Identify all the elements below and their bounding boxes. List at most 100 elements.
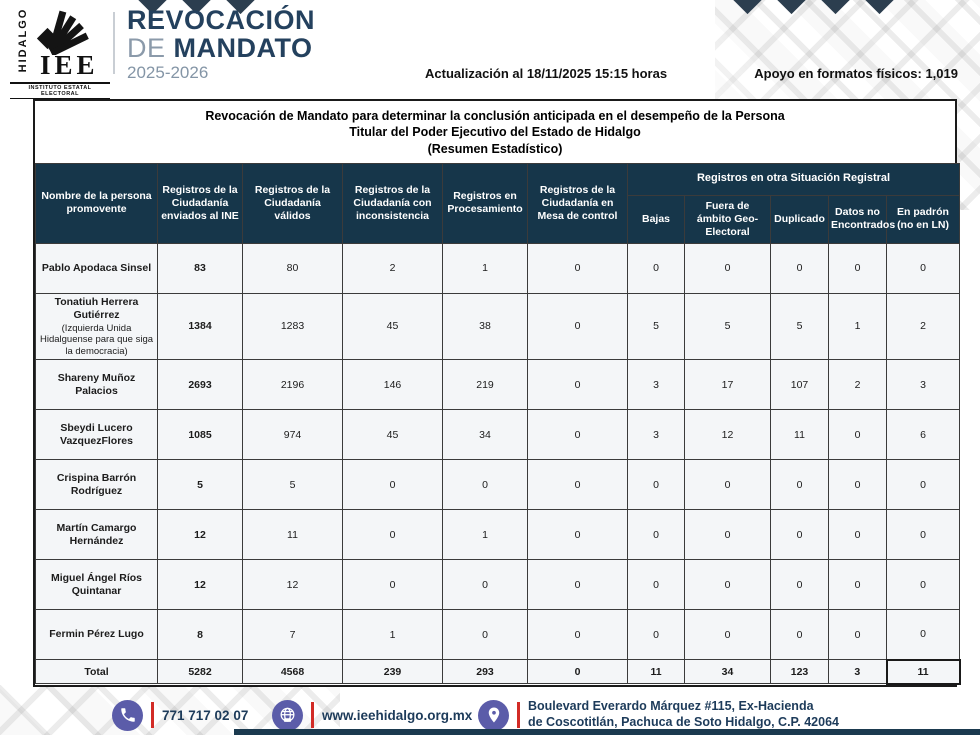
- value-cell: 0: [342, 509, 443, 561]
- promovente-name-cell: Sbeydi Lucero VazquezFlores: [35, 409, 158, 461]
- table-row: Shareny Muñoz Palacios 2693 2196 146 219 0 3 17…: [35, 359, 961, 411]
- value-cell: 12: [242, 559, 343, 611]
- value-cell: 0: [684, 459, 771, 511]
- value-cell: 6: [885, 409, 961, 461]
- value-cell: 0: [828, 459, 887, 511]
- total-value-cell: 239: [342, 659, 443, 685]
- value-cell: 1: [342, 609, 443, 661]
- col-header-datos-no-encontrados: Datos no Encontrados: [828, 194, 895, 244]
- promovente-name: Pablo Apodaca Sinsel: [41, 261, 152, 274]
- value-cell: 0: [627, 559, 685, 611]
- value-cell: 2196: [242, 359, 343, 411]
- total-value-cell: 123: [770, 659, 829, 685]
- value-cell: 0: [527, 292, 628, 361]
- value-cell: 2: [342, 242, 443, 294]
- total-label-cell: Total: [35, 659, 158, 685]
- value-cell: 0: [684, 509, 771, 561]
- value-cell: 45: [342, 409, 443, 461]
- address-line2: de Coscotitlán, Pachuca de Soto Hidalgo,…: [528, 715, 839, 729]
- value-cell: 0: [828, 559, 887, 611]
- promovente-name-cell: Crispina Barrón Rodríguez: [35, 459, 158, 511]
- total-value-cell: 4568: [242, 659, 343, 685]
- col-header-bajas: Bajas: [627, 194, 685, 244]
- phone-icon: [112, 699, 143, 731]
- table-row: Sbeydi Lucero VazquezFlores 1085 974 45 34 0 3…: [35, 409, 961, 461]
- value-cell: 5: [684, 292, 771, 361]
- value-cell: 0: [828, 509, 887, 561]
- promovente-name: Fermin Pérez Lugo: [49, 628, 144, 641]
- address-text: Boulevard Everardo Márquez #115, Ex-Haci…: [528, 699, 839, 730]
- value-cell: 11: [242, 509, 343, 561]
- value-cell: 5: [770, 292, 829, 361]
- value-cell: 0: [770, 559, 829, 611]
- value-cell: 2: [885, 292, 961, 361]
- title-years: 2025-2026: [127, 63, 209, 83]
- table-title-line2: Titular del Poder Ejecutivo del Estado d…: [349, 125, 641, 140]
- value-cell: 0: [828, 242, 887, 294]
- promovente-name: Tonatiuh Herrera Gutiérrez: [54, 295, 139, 321]
- col-header-mesa-control: Registros de la Ciudadanía en Mesa de co…: [527, 162, 628, 244]
- value-cell: 0: [770, 609, 829, 661]
- value-cell: 0: [684, 242, 771, 294]
- promovente-name-cell: Shareny Muñoz Palacios: [35, 359, 158, 411]
- title-mandato: MANDATO: [173, 33, 313, 64]
- value-cell: 1: [442, 509, 528, 561]
- logo-institute-text: INSTITUTO ESTATAL ELECTORAL: [10, 82, 110, 99]
- physical-support-count: Apoyo en formatos físicos: 1,019: [754, 66, 958, 81]
- value-cell: 7: [242, 609, 343, 661]
- value-cell: 146: [342, 359, 443, 411]
- bottom-navy-bar: [234, 729, 980, 735]
- value-cell: 0: [527, 242, 628, 294]
- logo-hidalgo-text: HIDALGO: [17, 7, 29, 73]
- value-cell: 0: [527, 609, 628, 661]
- total-value-cell: 5282: [157, 659, 243, 685]
- value-cell: 5: [627, 292, 685, 361]
- promovente-name: Crispina Barrón Rodríguez: [56, 471, 137, 497]
- statistics-table: Nombre de la persona promovente Registro…: [35, 162, 961, 685]
- value-cell: 0: [627, 609, 685, 661]
- value-cell: 3: [627, 359, 685, 411]
- statistics-table-container: Revocación de Mandato para determinar la…: [33, 99, 961, 687]
- value-cell: 219: [442, 359, 528, 411]
- total-value-cell: 0: [527, 659, 628, 685]
- value-cell: 0: [527, 359, 628, 411]
- value-cell: 0: [442, 559, 528, 611]
- promovente-name-cell: Fermin Pérez Lugo: [35, 609, 158, 661]
- value-cell: 11: [770, 409, 829, 461]
- promovente-name: Miguel Ángel Ríos Quintanar: [50, 571, 142, 597]
- value-cell: 0: [442, 609, 528, 661]
- value-cell: 0: [885, 609, 961, 661]
- footer-website-group: www.ieehidalgo.org.mx: [272, 697, 472, 733]
- value-cell: 12: [684, 409, 771, 461]
- logo-iee-text: IEE: [40, 50, 99, 80]
- title-revocacion: REVOCACIÓN: [127, 5, 316, 35]
- promovente-subtitle: (Izquierda Unida Hidalguense para que si…: [39, 323, 154, 357]
- value-cell: 83: [157, 242, 243, 294]
- value-cell: 34: [442, 409, 528, 461]
- total-value-cell: 11: [885, 658, 961, 685]
- value-cell: 2693: [157, 359, 243, 411]
- value-cell: 8: [157, 609, 243, 661]
- phone-number: 771 717 02 07: [162, 707, 249, 723]
- col-header-en-padron: En padrón (no en LN): [885, 194, 961, 244]
- value-cell: 12: [157, 559, 243, 611]
- table-title-line1: Revocación de Mandato para determinar la…: [205, 109, 785, 123]
- value-cell: 0: [828, 609, 887, 661]
- table-row: Tonatiuh Herrera Gutiérrez (Izquierda Uni…: [35, 292, 961, 361]
- total-value-cell: 293: [442, 659, 528, 685]
- promovente-name-cell: Tonatiuh Herrera Gutiérrez (Izquierda Uni…: [35, 292, 158, 361]
- value-cell: 1384: [157, 292, 243, 361]
- total-value-cell: 3: [828, 659, 887, 685]
- value-cell: 80: [242, 242, 343, 294]
- red-separator: [311, 702, 314, 728]
- iee-fan-icon: [36, 10, 89, 55]
- col-header-nombre: Nombre de la persona promovente: [35, 162, 158, 244]
- table-row: Fermin Pérez Lugo 8 7 1 0 0 0 0 0 0 0: [35, 609, 961, 661]
- globe-icon: [272, 699, 303, 731]
- total-value-cell: 34: [684, 659, 771, 685]
- value-cell: 0: [770, 242, 829, 294]
- promovente-name: Shareny Muñoz Palacios: [57, 371, 136, 397]
- col-header-inconsistencia: Registros de la Ciudadanía con inconsist…: [342, 162, 443, 244]
- col-header-enviados-ine: Registros de la Ciudadanía enviados al I…: [157, 162, 243, 244]
- value-cell: 1: [828, 292, 887, 361]
